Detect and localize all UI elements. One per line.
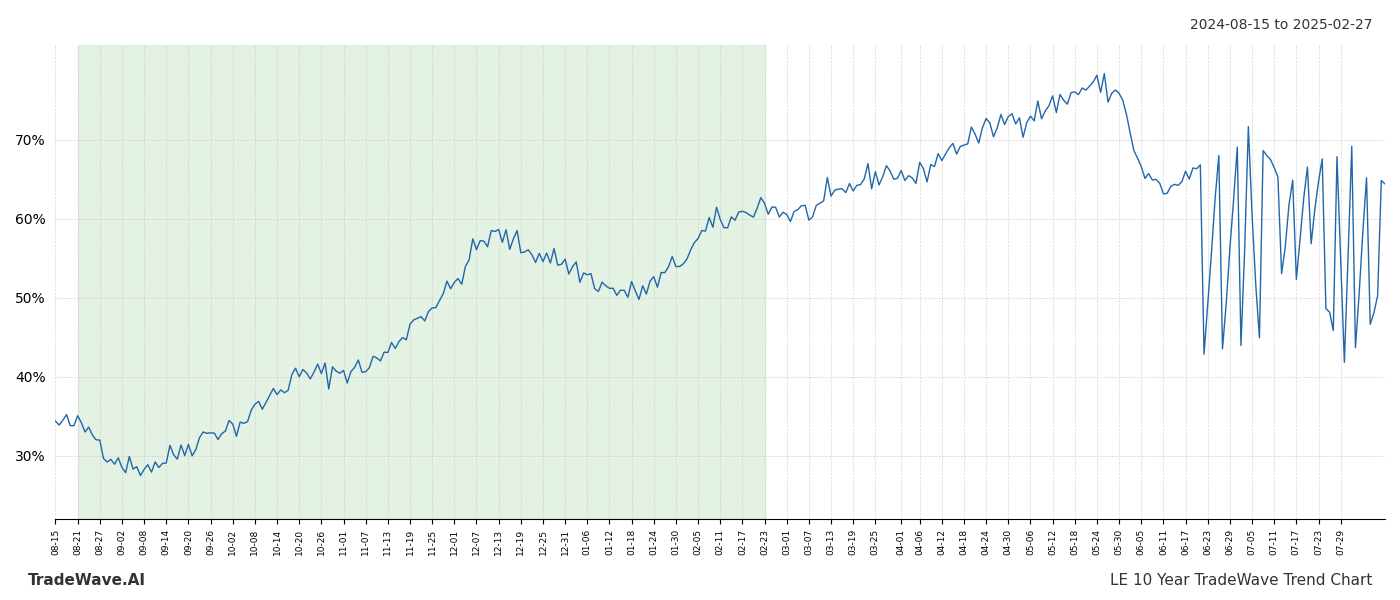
Text: 2024-08-15 to 2025-02-27: 2024-08-15 to 2025-02-27 (1190, 18, 1372, 32)
Text: TradeWave.AI: TradeWave.AI (28, 573, 146, 588)
Bar (77, 45, 764, 519)
Text: LE 10 Year TradeWave Trend Chart: LE 10 Year TradeWave Trend Chart (1110, 573, 1372, 588)
